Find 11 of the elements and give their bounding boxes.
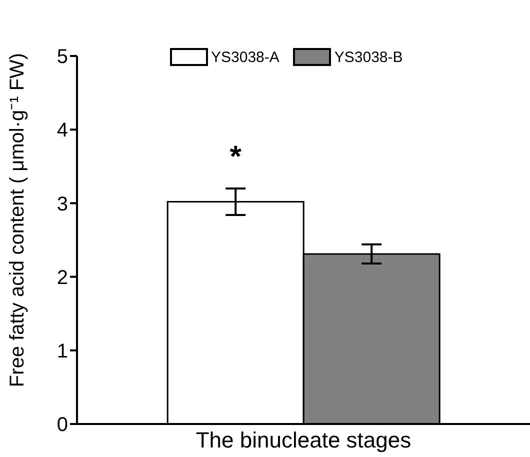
y-tick-label: 1 bbox=[56, 340, 68, 362]
y-tick-label: 3 bbox=[56, 193, 68, 216]
y-axis-title: Free fatty acid content ( μmol·g⁻¹ FW) bbox=[6, 52, 28, 388]
y-tick-label: 2 bbox=[56, 266, 68, 289]
y-tick-label: 4 bbox=[56, 120, 68, 142]
legend-label: YS3038-A bbox=[211, 48, 280, 66]
y-tick-label: 5 bbox=[56, 46, 68, 68]
x-tick-label: The binucleate stages bbox=[196, 428, 412, 453]
legend-label: YS3038-B bbox=[334, 48, 403, 66]
y-tick-label: 0 bbox=[56, 414, 68, 436]
annotation: * bbox=[230, 140, 242, 174]
